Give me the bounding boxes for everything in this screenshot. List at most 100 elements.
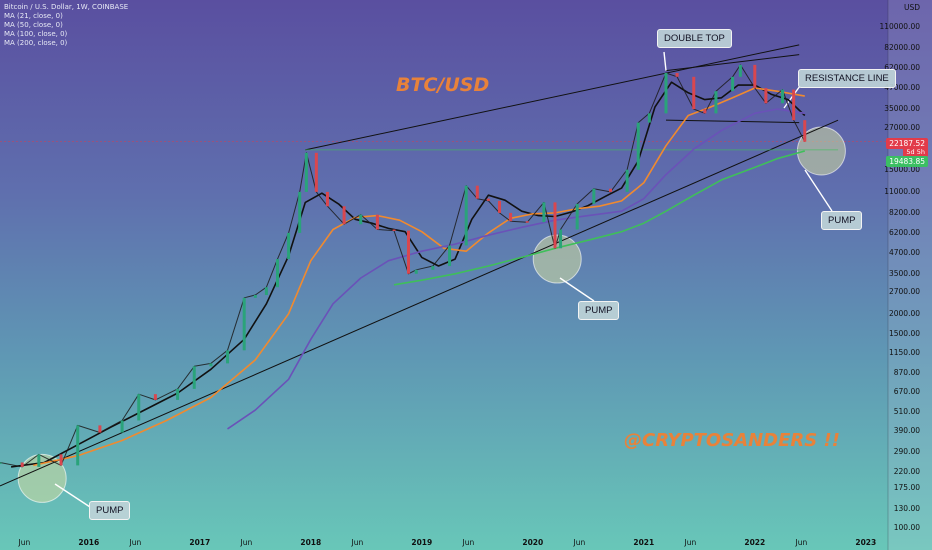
currency-label: USD	[903, 3, 920, 12]
callout-pointer-2	[783, 85, 801, 109]
indicator-ma100[interactable]: MA (100, close, 0)	[4, 30, 68, 38]
candle	[609, 188, 612, 192]
candle	[375, 214, 379, 230]
price-tick-label: 870.00	[893, 368, 920, 378]
time-tick-label: 2021	[633, 538, 655, 547]
trendline-3	[0, 119, 839, 487]
candle	[542, 202, 546, 223]
candle	[342, 206, 346, 225]
candle	[738, 64, 742, 77]
price-tick-label: 1150.00	[888, 348, 920, 358]
candle	[226, 350, 230, 364]
time-tick-label: 2017	[189, 538, 211, 547]
time-tick-label: 2020	[522, 538, 544, 547]
candle	[692, 76, 696, 110]
candle	[37, 454, 41, 467]
double-top-label: DOUBLE TOP	[657, 29, 732, 48]
candle	[525, 221, 529, 223]
price-tick-label: 62000.00	[884, 63, 920, 73]
time-tick-label: 2023	[855, 538, 877, 547]
callout-pointer-5	[54, 483, 91, 508]
candle	[314, 152, 318, 192]
candle	[664, 73, 668, 114]
candle	[714, 91, 718, 114]
candle	[592, 188, 596, 204]
candle	[675, 73, 679, 77]
time-tick-label: Jun	[795, 538, 808, 547]
time-tick-label: 2016	[78, 538, 100, 547]
candle	[20, 462, 24, 467]
price-tick-label: 175.00	[893, 482, 920, 492]
candle	[287, 232, 291, 260]
time-tick-label: Jun	[18, 538, 31, 547]
candle	[192, 366, 196, 389]
trendline-1	[305, 44, 800, 151]
price-tick-label: 1500.00	[888, 329, 920, 339]
last-price-tag: 22187.52	[886, 138, 928, 149]
candle	[406, 230, 410, 274]
candle	[559, 229, 563, 249]
time-tick-label: Jun	[462, 538, 475, 547]
candle	[59, 454, 63, 466]
time-tick-label: Jun	[351, 538, 364, 547]
series-line-2	[33, 87, 805, 467]
candle	[414, 269, 418, 274]
candle	[764, 88, 768, 104]
callout-pointer-1	[663, 51, 667, 71]
pump-label-2: PUMP	[578, 301, 620, 320]
ma200-price-tag: 19483.85	[886, 156, 928, 167]
candle	[803, 120, 807, 142]
indicator-ma21[interactable]: MA (21, close, 0)	[4, 12, 63, 20]
indicator-ma50[interactable]: MA (50, close, 0)	[4, 21, 63, 29]
price-tick-label: 110000.00	[879, 22, 920, 32]
price-scale-panel	[888, 0, 932, 550]
time-tick-label: Jun	[129, 538, 142, 547]
candle	[276, 259, 279, 288]
price-tick-label: 3500.00	[888, 268, 920, 278]
candle	[509, 212, 513, 222]
countdown-tag: 5d 5h	[903, 147, 928, 157]
time-tick-label: Jun	[684, 538, 697, 547]
candle	[137, 394, 141, 421]
callout-pointer-3	[804, 169, 833, 212]
price-tick-label: 8200.00	[888, 207, 920, 217]
candle	[647, 113, 651, 123]
pump-zone-2	[532, 234, 582, 284]
callout-pointer-4	[559, 277, 595, 302]
price-tick-label: 2000.00	[888, 308, 920, 318]
price-tick-label: 11000.00	[884, 186, 920, 196]
time-tick-label: Jun	[573, 538, 586, 547]
price-tick-label: 290.00	[893, 446, 920, 456]
price-tick-label: 82000.00	[884, 43, 920, 53]
pump-zone-1	[17, 453, 67, 503]
time-tick-label: 2022	[744, 538, 766, 547]
price-tick-label: 220.00	[893, 466, 920, 476]
price-tick-label: 2700.00	[888, 287, 920, 297]
candle	[431, 266, 435, 270]
price-tick-label: 35000.00	[884, 104, 920, 114]
series-line-3	[227, 108, 805, 430]
time-tick-label: Jun	[240, 538, 253, 547]
price-tick-label: 6200.00	[888, 227, 920, 237]
chart-title: BTC/USD	[396, 74, 490, 96]
candle	[636, 122, 640, 170]
price-tick-label: 4700.00	[888, 247, 920, 257]
candle	[792, 89, 796, 121]
candle	[176, 388, 180, 400]
trendline-2	[665, 54, 800, 72]
series-line-1	[10, 81, 806, 468]
pump-label-3: PUMP	[821, 211, 863, 230]
candle	[703, 109, 707, 114]
candle	[0, 462, 2, 464]
indicator-ma200[interactable]: MA (200, close, 0)	[4, 39, 68, 47]
candle	[298, 191, 302, 233]
trendline-4	[665, 119, 800, 124]
candle	[242, 297, 246, 351]
candle	[392, 229, 396, 232]
resistance-line-label: RESISTANCE LINE	[798, 69, 896, 88]
candle	[475, 185, 479, 199]
candle	[120, 420, 124, 433]
candle	[304, 152, 308, 192]
